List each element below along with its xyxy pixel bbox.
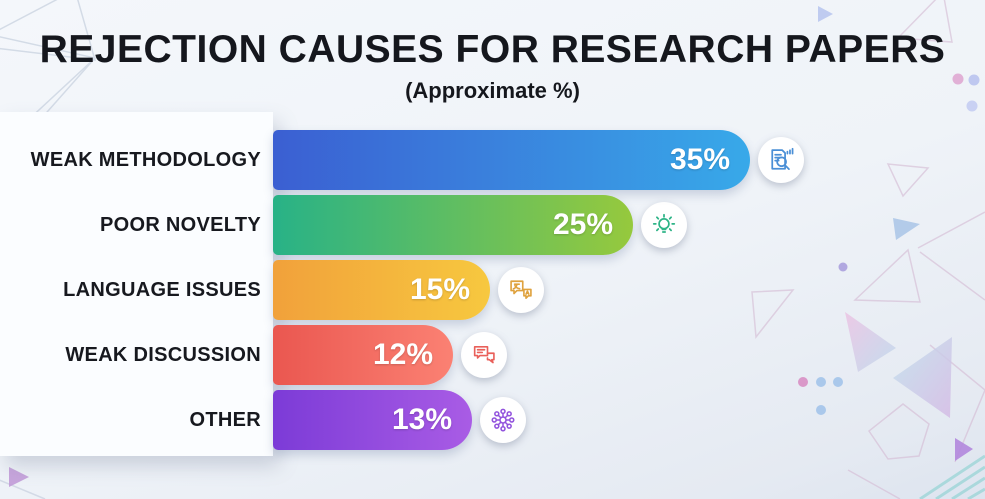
bar-row-language-issues: LANGUAGE ISSUES 15% — [0, 260, 985, 320]
value-label: 12% — [372, 338, 433, 371]
bar-row-weak-discussion: WEAK DISCUSSION 12% — [0, 325, 985, 385]
chat-discussion-icon — [461, 332, 507, 378]
bar-weak-methodology: 35% — [273, 130, 750, 190]
category-label: WEAK DISCUSSION — [65, 343, 261, 366]
category-label: OTHER — [189, 408, 261, 431]
value-label: 15% — [409, 273, 470, 306]
value-label: 13% — [391, 403, 452, 436]
bar-other: 13% — [273, 390, 472, 450]
bar-poor-novelty: 25% — [273, 195, 633, 255]
value-label: 25% — [552, 208, 613, 241]
chart-header: REJECTION CAUSES FOR RESEARCH PAPERS (Ap… — [0, 28, 985, 104]
bar-row-other: OTHER 13% — [0, 390, 985, 450]
value-label: 35% — [669, 143, 730, 176]
category-label: LANGUAGE ISSUES — [63, 278, 261, 301]
category-label: WEAK METHODOLOGY — [30, 148, 261, 171]
chart-subtitle: (Approximate %) — [405, 77, 580, 103]
bar-weak-discussion: 12% — [273, 325, 453, 385]
bar-row-poor-novelty: POOR NOVELTY 25% — [0, 195, 985, 255]
bar-row-weak-methodology: WEAK METHODOLOGY 35% — [0, 130, 985, 190]
document-search-icon — [758, 137, 804, 183]
idea-bulb-icon — [641, 202, 687, 248]
bar-language-issues: 15% — [273, 260, 490, 320]
translation-icon — [498, 267, 544, 313]
category-label: POOR NOVELTY — [99, 213, 261, 236]
label-panel — [0, 112, 273, 456]
chart-title: REJECTION CAUSES FOR RESEARCH PAPERS — [39, 28, 946, 71]
network-icon — [480, 397, 526, 443]
bar-chart: WEAK METHODOLOGY 35% POOR NOVELTY 25% — [0, 130, 985, 455]
